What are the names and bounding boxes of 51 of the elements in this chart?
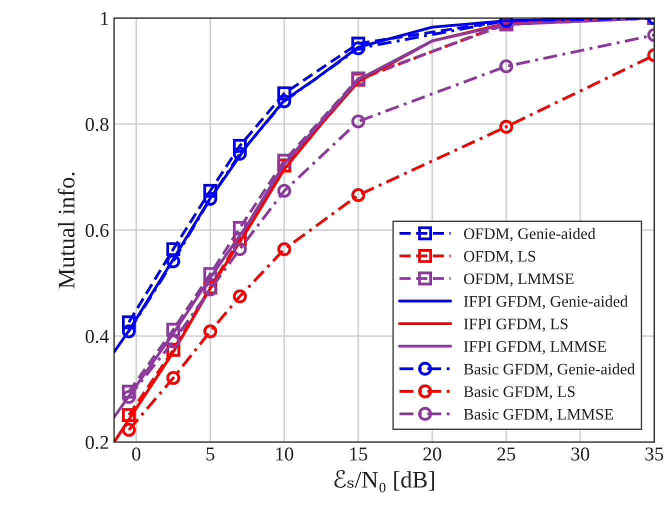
point	[277, 94, 292, 108]
x-tick-label: 5	[206, 448, 214, 461]
legend-label: OFDM, LS	[464, 250, 536, 264]
legend-label: IFPI GFDM, Genie-aided	[464, 296, 628, 310]
legend-label: Basic GFDM, LMMSE	[464, 408, 614, 422]
point	[203, 324, 218, 338]
x-tick-label: 0	[132, 447, 140, 461]
legend-label: OFDM, Genie-aided	[464, 228, 596, 242]
x-tick-label: 10	[276, 447, 294, 461]
y-tick-label: 0.2	[86, 436, 108, 450]
point	[166, 370, 180, 385]
point	[232, 289, 247, 304]
x-tick-label: 30	[571, 447, 590, 461]
legend-label: IFPI GFDM, LMMSE	[464, 341, 606, 354]
point	[166, 322, 180, 337]
point	[166, 254, 180, 268]
point	[499, 120, 514, 134]
point	[232, 138, 247, 153]
point	[499, 59, 514, 74]
point	[203, 192, 218, 206]
point	[122, 408, 136, 422]
x-tick-label: 15	[350, 448, 368, 461]
point	[232, 242, 247, 256]
y-tick-label: 1	[101, 12, 108, 25]
x-axis-title: ℰₛ/N₀ [dB]	[334, 470, 434, 492]
point	[122, 324, 136, 338]
legend-label: IFPI GFDM, LS	[464, 318, 568, 332]
point	[351, 188, 366, 202]
point	[122, 315, 136, 330]
point	[351, 36, 366, 50]
point	[351, 114, 366, 128]
point	[277, 86, 292, 100]
legend-label: OFDM, LMMSE	[464, 273, 574, 287]
y-tick-label: 0.8	[86, 118, 108, 132]
y-tick-label: 0.6	[86, 224, 109, 238]
point	[232, 146, 247, 161]
x-tick-label: 35	[645, 448, 664, 461]
x-tick-label: 25	[497, 448, 516, 461]
point	[277, 184, 292, 198]
point	[122, 422, 136, 437]
point	[277, 242, 292, 256]
point	[203, 184, 218, 198]
y-axis-title: Mutual info.	[58, 172, 75, 288]
point	[122, 390, 136, 404]
x-tick-label: 20	[423, 447, 442, 461]
legend-label: Basic GFDM, LS	[464, 386, 575, 400]
y-tick-label: 0.4	[86, 330, 109, 344]
legend-label: Basic GFDM, Genie-aided	[464, 363, 635, 377]
point	[122, 384, 136, 399]
point	[203, 267, 218, 281]
point	[166, 242, 180, 256]
